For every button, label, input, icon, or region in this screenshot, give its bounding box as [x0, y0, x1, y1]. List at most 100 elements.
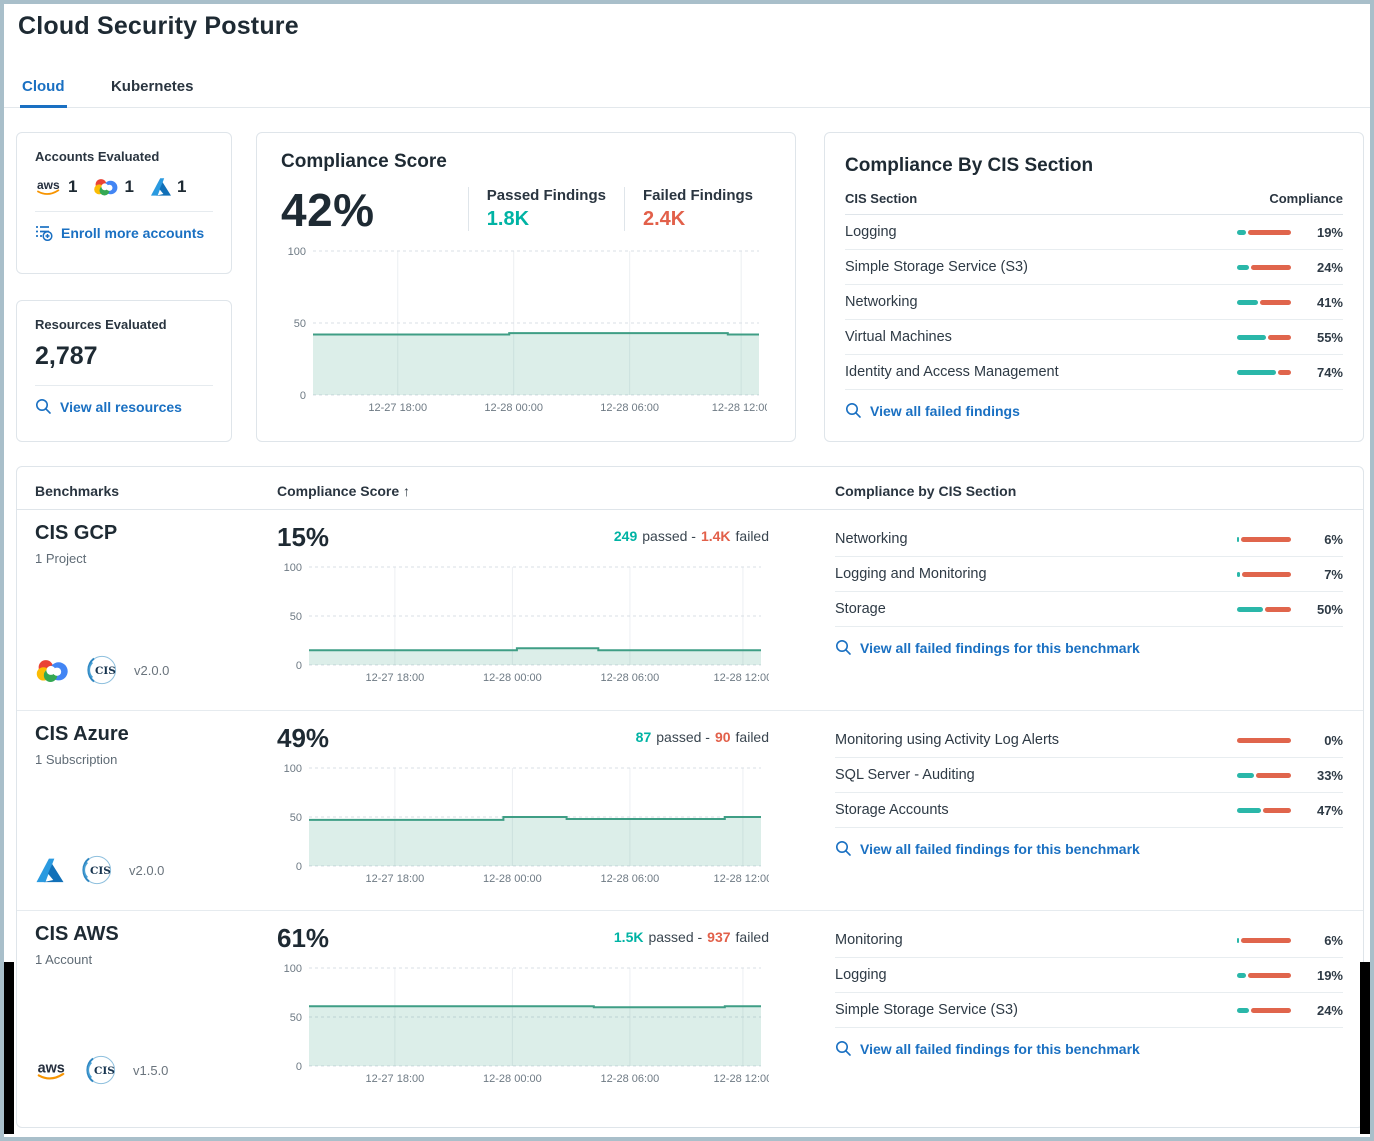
compliance-bar — [1237, 264, 1291, 270]
compliance-bar — [1237, 369, 1291, 375]
enroll-more-accounts-link[interactable]: Enroll more accounts — [35, 224, 204, 241]
svg-text:12-28 00:00: 12-28 00:00 — [483, 1073, 542, 1085]
tab-cloud[interactable]: Cloud — [20, 72, 67, 108]
benchmark-scope: 1 Account — [35, 952, 93, 967]
search-icon — [836, 841, 851, 856]
svg-text:12-28 00:00: 12-28 00:00 — [484, 402, 543, 414]
benchmark-section-row: Simple Storage Service (S3) 24% — [835, 993, 1343, 1028]
benchmark-section-row: Networking 6% — [835, 522, 1343, 557]
benchmark-score: 49% — [277, 723, 330, 753]
compliance-bar — [1237, 571, 1291, 577]
aws-icon: aws — [38, 1060, 65, 1080]
view-failed-findings-benchmark-link[interactable]: View all failed findings for this benchm… — [835, 639, 1140, 656]
svg-text:12-27 18:00: 12-27 18:00 — [366, 672, 425, 684]
svg-text:12-27 18:00: 12-27 18:00 — [366, 873, 425, 885]
benchmarks-table-card: Benchmarks Compliance Score ↑ Compliance… — [16, 466, 1364, 1128]
benchmark-section-row: Logging and Monitoring 7% — [835, 557, 1343, 592]
cis-section-row: Simple Storage Service (S3) 24% — [845, 250, 1343, 285]
benchmark-scope: 1 Project — [35, 551, 87, 566]
compliance-bar — [1237, 334, 1291, 340]
benchmark-name: CIS GCP — [35, 522, 118, 544]
benchmark-row-cis-azure: CIS Azure 1 Subscription CIS v2.0.0 49% 8… — [17, 710, 1363, 910]
search-icon — [836, 1041, 851, 1056]
svg-text:CIS: CIS — [95, 665, 116, 677]
svg-text:100: 100 — [288, 246, 306, 258]
provider-counts: aws 1 1 1 — [35, 176, 213, 197]
benchmark-scope: 1 Subscription — [35, 752, 118, 767]
benchmark-version: v2.0.0 — [129, 862, 165, 878]
svg-text:12-28 06:00: 12-28 06:00 — [601, 1073, 660, 1085]
col-compliance-score-sort[interactable]: Compliance Score ↑ — [277, 483, 411, 499]
svg-text:0: 0 — [300, 390, 306, 402]
compliance-bar — [1237, 772, 1291, 778]
page-title: Cloud Security Posture — [18, 12, 299, 40]
view-failed-findings-benchmark-link[interactable]: View all failed findings for this benchm… — [835, 1040, 1140, 1057]
accounts-evaluated-title: Accounts Evaluated — [35, 149, 160, 164]
svg-text:0: 0 — [296, 1061, 302, 1073]
svg-text:50: 50 — [290, 812, 302, 824]
benchmark-name: CIS Azure — [35, 723, 129, 745]
gcp-account-count: 1 — [93, 176, 134, 197]
divider — [35, 211, 213, 212]
search-icon — [846, 403, 861, 418]
cis-section-card-title: Compliance By CIS Section — [845, 155, 1094, 176]
svg-text:12-28 12:00: 12-28 12:00 — [714, 672, 769, 684]
compliance-score-trend-chart: 12-27 18:00 12-28 00:00 12-28 06:00 12-28 1… — [281, 245, 771, 422]
compliance-bar — [1237, 807, 1291, 813]
tab-bar: Cloud Kubernetes — [4, 72, 1370, 108]
benchmark-row-cis-gcp: CIS GCP 1 Project CIS v2.0.0 15% 249 passe… — [17, 510, 1363, 710]
benchmark-score: 61% — [277, 923, 330, 953]
svg-text:12-28 12:00: 12-28 12:00 — [714, 873, 769, 885]
benchmark-score-trend-chart: 12-27 18:00 12-28 00:00 12-28 06:00 12-28 1… — [277, 561, 813, 692]
svg-text:12-28 06:00: 12-28 06:00 — [600, 402, 659, 414]
view-all-failed-findings-link[interactable]: View all failed findings — [845, 402, 1020, 419]
compliance-bar — [1237, 536, 1291, 542]
svg-text:12-27 18:00: 12-27 18:00 — [368, 402, 427, 414]
compliance-score-value: 42% — [281, 184, 375, 236]
compliance-by-cis-section-card: Compliance By CIS Section CIS Section Co… — [824, 132, 1364, 442]
cis-section-row: Virtual Machines 55% — [845, 320, 1343, 355]
svg-text:12-27 18:00: 12-27 18:00 — [366, 1073, 425, 1085]
compliance-bar — [1237, 972, 1291, 978]
passed-findings-value: 1.8K — [486, 208, 530, 230]
compliance-bar — [1237, 1007, 1291, 1013]
benchmark-section-row: Monitoring 6% — [835, 923, 1343, 958]
cis-logo-icon: CIS — [86, 1055, 116, 1085]
azure-icon — [36, 858, 64, 882]
svg-text:100: 100 — [284, 562, 302, 574]
compliance-bar — [1237, 229, 1291, 235]
benchmark-section-row: Storage 50% — [835, 592, 1343, 627]
search-icon — [36, 399, 51, 414]
svg-text:50: 50 — [290, 1012, 302, 1024]
compliance-score-card: Compliance Score 42% Passed Findings 1.8… — [256, 132, 796, 442]
failed-findings-stat: Failed Findings 2.4K — [623, 187, 771, 231]
cis-section-row: Identity and Access Management 74% — [845, 355, 1343, 390]
gcp-icon — [94, 179, 118, 196]
svg-text:0: 0 — [296, 861, 302, 873]
cis-logo-icon: CIS — [82, 855, 112, 885]
compliance-score-title: Compliance Score — [281, 151, 447, 172]
benchmarks-table-header: Benchmarks Compliance Score ↑ Compliance… — [17, 467, 1363, 510]
view-failed-findings-benchmark-link[interactable]: View all failed findings for this benchm… — [835, 840, 1140, 857]
view-all-resources-link[interactable]: View all resources — [35, 398, 182, 415]
resources-evaluated-title: Resources Evaluated — [35, 317, 167, 332]
svg-text:CIS: CIS — [94, 1065, 115, 1077]
benchmark-version: v1.5.0 — [133, 1062, 169, 1078]
compliance-bar — [1237, 937, 1291, 943]
cis-section-row: Logging 19% — [845, 215, 1343, 250]
col-benchmarks: Benchmarks — [35, 483, 120, 499]
aws-icon: aws — [37, 178, 60, 195]
azure-account-count: 1 — [150, 177, 186, 197]
benchmark-section-row: Monitoring using Activity Log Alerts 0% — [835, 723, 1343, 758]
svg-text:12-28 00:00: 12-28 00:00 — [483, 672, 542, 684]
compliance-bar — [1237, 737, 1291, 743]
svg-text:50: 50 — [294, 318, 306, 330]
benchmark-score-trend-chart: 12-27 18:00 12-28 00:00 12-28 06:00 12-28 1… — [277, 762, 813, 893]
cis-table-header: CIS Section Compliance — [845, 191, 1343, 215]
svg-text:100: 100 — [284, 963, 302, 975]
gcp-icon — [36, 660, 68, 682]
tab-kubernetes[interactable]: Kubernetes — [110, 78, 194, 95]
svg-text:CIS: CIS — [90, 865, 111, 877]
benchmark-section-row: SQL Server - Auditing 33% — [835, 758, 1343, 793]
